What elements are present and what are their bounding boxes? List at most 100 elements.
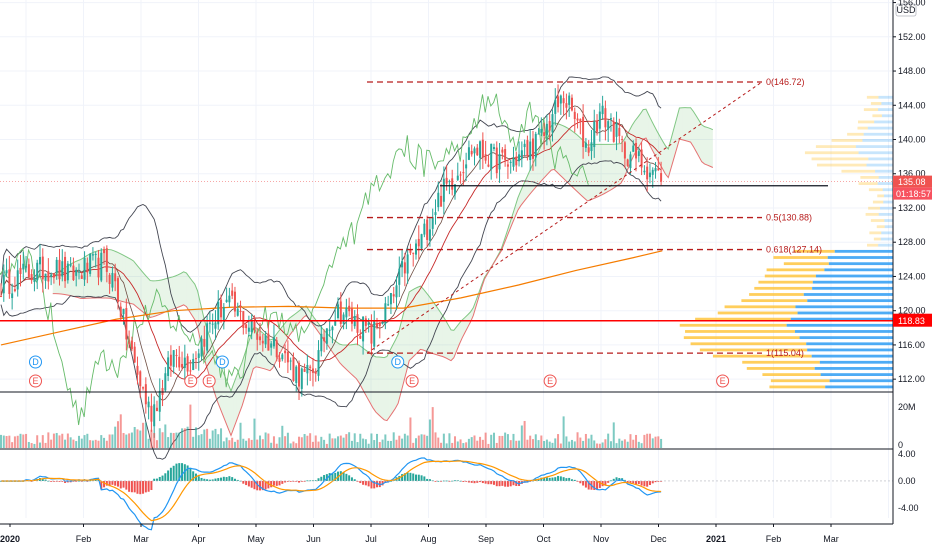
candle-up	[94, 253, 97, 255]
volume-bar	[598, 443, 601, 448]
volume-bar	[423, 434, 426, 448]
vp-bar-up	[867, 126, 893, 130]
macd-histogram-bar	[264, 480, 267, 490]
macd-histogram-bar	[328, 473, 331, 481]
candle-down	[451, 178, 454, 190]
macd-histogram-bar	[420, 475, 423, 481]
macd-tick-label: 0.00	[898, 476, 916, 486]
candle-down	[286, 351, 289, 363]
candle-up	[328, 329, 331, 331]
candle-up	[373, 321, 376, 347]
volume-bar	[484, 432, 487, 448]
volume-bar	[167, 437, 170, 448]
candle-down	[30, 274, 33, 281]
vp-bar-down	[746, 367, 815, 370]
candle-up	[534, 133, 537, 158]
event-markers[interactable]: DE E ED DE E E	[29, 355, 730, 388]
candle-down	[220, 299, 223, 318]
volume-bar	[570, 439, 573, 448]
macd-histogram-bar	[217, 478, 220, 481]
macd-histogram-bar	[490, 480, 493, 485]
event-circle	[215, 355, 229, 369]
fib-level-label: 1(115.04)	[766, 348, 804, 358]
volume-bar	[465, 442, 468, 448]
event-label: E	[206, 376, 212, 386]
vp-bar-down	[770, 379, 830, 383]
volume-bar	[364, 439, 367, 448]
candle-up	[490, 143, 493, 170]
macd-histogram-bar	[442, 480, 445, 482]
time-axis[interactable]: 2020 Feb Mar Apr May Jun Jul Aug Sep Oct Nov Dec 202…	[0, 524, 839, 544]
cloud-segment	[139, 267, 142, 312]
macd-histogram-bar	[487, 480, 490, 485]
candle-down	[462, 172, 465, 174]
dividend-marker[interactable]: D	[391, 355, 405, 369]
candle-down	[364, 318, 367, 326]
candle-down	[242, 311, 245, 328]
cloud-segment	[164, 278, 167, 313]
macd-histogram-bar	[155, 478, 158, 481]
macd-histogram-bar	[498, 480, 501, 487]
volume-bar	[247, 438, 250, 448]
macd-histogram-bar	[509, 480, 512, 487]
volume-bar	[114, 426, 117, 448]
candle-down	[348, 305, 351, 312]
candle-up	[91, 254, 94, 256]
vp-bar-up	[884, 225, 893, 229]
volume-bar	[150, 429, 153, 448]
volume-bar	[612, 422, 615, 448]
dividend-marker[interactable]: D	[215, 355, 229, 369]
volume-bar	[623, 439, 626, 448]
cloud-segment	[570, 130, 574, 189]
candle-up	[289, 360, 292, 362]
volume-bar	[25, 433, 28, 448]
volume-bar	[47, 432, 50, 448]
earnings-marker[interactable]: E	[29, 374, 42, 388]
volume-bar	[615, 443, 618, 448]
macd-histogram-bar	[403, 473, 406, 481]
vp-bar-down	[762, 373, 821, 376]
macd-histogram-bar	[512, 480, 515, 486]
earnings-marker[interactable]: E	[202, 374, 216, 388]
macd-histogram-bar	[453, 480, 456, 482]
cloud-segment	[673, 118, 677, 159]
dividend-marker[interactable]: D	[29, 355, 42, 369]
volume-bar	[8, 435, 11, 448]
candle-up	[381, 321, 384, 324]
vp-bar-up	[878, 175, 893, 179]
volume-bar	[72, 439, 75, 448]
volume-bar	[139, 430, 142, 448]
cloud-segment	[342, 344, 346, 369]
volume-bar	[86, 433, 89, 448]
earnings-marker[interactable]: E	[716, 374, 730, 388]
volume-bar	[125, 434, 128, 448]
earnings-marker[interactable]: E	[405, 374, 419, 388]
volume-bar	[565, 436, 568, 448]
candle-up	[509, 161, 512, 163]
earnings-marker[interactable]: E	[184, 374, 198, 388]
candle-down	[311, 368, 314, 373]
macd-histogram-bar	[103, 480, 106, 488]
candle-up	[637, 151, 640, 157]
vp-bar-down	[865, 212, 879, 216]
volume-bar	[531, 439, 534, 448]
volume-bar	[470, 437, 473, 448]
macd-histogram-bar	[648, 480, 651, 486]
candle-down	[587, 147, 590, 153]
macd-histogram-bar	[356, 480, 359, 482]
price-axis[interactable]: USD 112.00 116.00 120.00 124.00 128.00 132.00 1…	[893, 0, 932, 513]
volume-bar	[309, 433, 312, 448]
macd-histogram-bar	[114, 480, 117, 486]
macd-histogram-bar	[331, 473, 334, 481]
vp-bar-down	[815, 145, 856, 148]
vp-bar-down	[793, 249, 835, 253]
volume-bar	[278, 437, 281, 448]
volume-bar	[414, 438, 417, 448]
sma-9	[0, 105, 662, 401]
macd-histogram-bar	[317, 478, 320, 481]
time-tick-label: Jun	[306, 534, 321, 544]
earnings-marker[interactable]: E	[543, 374, 557, 388]
ichimoku-cloud	[52, 107, 714, 437]
countdown-label: 01:18:57	[896, 189, 931, 199]
